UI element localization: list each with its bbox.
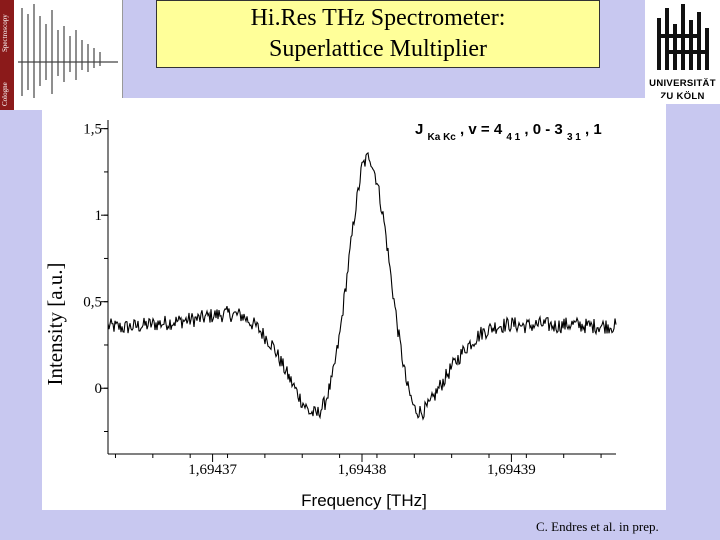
x-axis: 1,69437 1,69438 1,69439 — [108, 453, 616, 478]
slide-title-line1: Hi.Res THz Spectrometer: — [250, 5, 506, 31]
university-logo: UNIVERSITÄT ZU KÖLN — [645, 0, 720, 104]
logo-text-line2: ZU KÖLN — [660, 91, 705, 102]
y-tick-label: 0 — [95, 381, 103, 397]
annotation-mid2: , 0 - 3 — [524, 121, 562, 138]
x-tick-label: 1,69438 — [338, 462, 387, 478]
spectrum-thumbnail: Spectroscopy Cologne — [0, 0, 123, 110]
thumbnail-accent-band: Spectroscopy Cologne — [0, 0, 14, 110]
slide-title-line2: Superlattice Multiplier — [269, 36, 487, 62]
chart-panel: 1,69437 1,69438 1,69439 0 0,5 1 1,5 Intensity… — [42, 98, 666, 510]
spectrum-chart: 1,69437 1,69438 1,69439 0 0,5 1 1,5 Intensity… — [43, 120, 617, 510]
annotation-sub3: 3 1 — [567, 132, 581, 143]
y-axis: 0 0,5 1 1,5 — [83, 120, 109, 454]
y-tick-label: 0,5 — [83, 295, 102, 311]
slide-title: Hi.Res THz Spectrometer: Superlattice Mu… — [156, 0, 600, 68]
y-tick-label: 1,5 — [83, 122, 102, 138]
annotation-base: J — [415, 121, 423, 138]
spectrum-line — [107, 151, 617, 421]
annotation-mid1: , v = 4 — [460, 121, 503, 138]
logo-text-line1: UNIVERSITÄT — [649, 78, 716, 89]
x-tick-label: 1,69437 — [188, 462, 237, 478]
y-tick-label: 1 — [95, 208, 103, 224]
annotation-end: , 1 — [585, 121, 602, 138]
transition-annotation: J Ka Kc , v = 4 4 1 , 0 - 3 3 1 , 1 — [415, 121, 602, 144]
thumbnail-spectrum-graphic — [18, 4, 118, 98]
x-tick-label: 1,69439 — [487, 462, 536, 478]
annotation-sub1: Ka Kc — [428, 132, 457, 143]
citation-text: C. Endres et al. in prep. — [536, 519, 659, 534]
x-axis-label: Frequency [THz] — [301, 491, 427, 510]
y-axis-label: Intensity [a.u.] — [43, 262, 67, 385]
annotation-sub2: 4 1 — [506, 132, 520, 143]
logo-emblem — [657, 4, 709, 70]
